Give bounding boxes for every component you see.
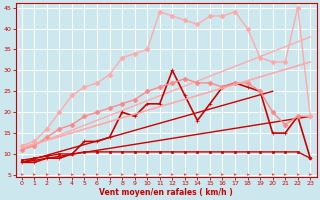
X-axis label: Vent moyen/en rafales ( km/h ): Vent moyen/en rafales ( km/h ) (99, 188, 233, 197)
